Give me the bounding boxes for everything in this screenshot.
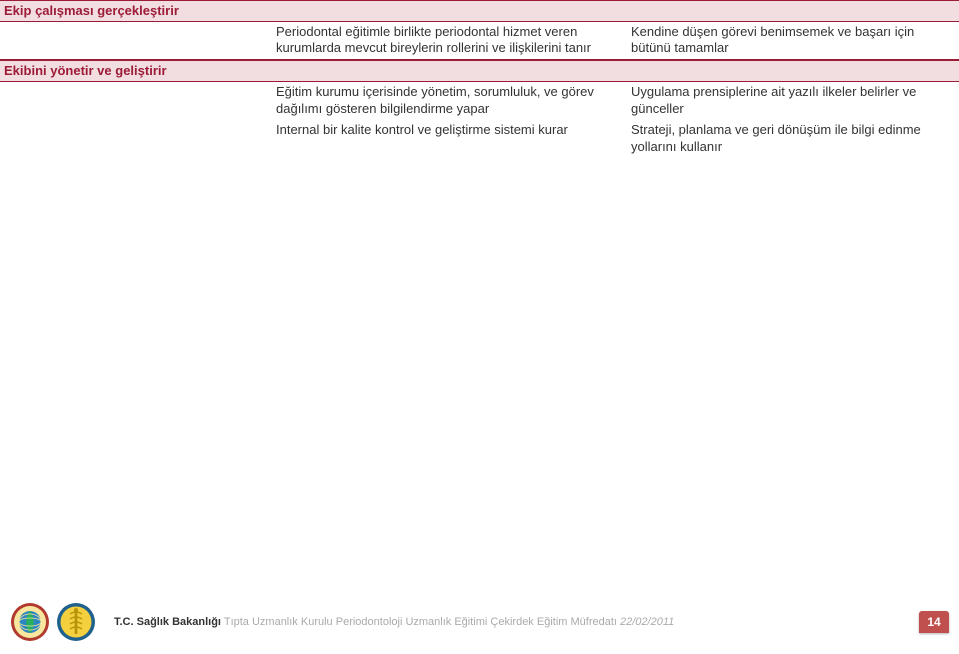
page-number-badge: 14: [919, 611, 949, 633]
footer-text: T.C. Sağlık Bakanlığı Tıpta Uzmanlık Kur…: [114, 616, 674, 628]
ministry-health-logo-icon: [10, 602, 50, 642]
section-header-manage-team: Ekibini yönetir ve geliştirir: [0, 60, 959, 82]
cell-text: Kendine düşen görevi benimsemek ve başar…: [627, 22, 959, 60]
cell-text: Periodontal eğitimle birlikte periodonta…: [272, 22, 627, 60]
cell-text: Uygulama prensiplerine ait yazılı ilkele…: [627, 82, 959, 120]
footer-org: T.C. Sağlık Bakanlığı: [114, 616, 221, 628]
table-row: Periodontal eğitimle birlikte periodonta…: [0, 22, 959, 60]
footer-council: Tıpta Uzmanlık Kurulu: [224, 616, 333, 628]
cell-empty: [0, 82, 272, 120]
cell-text: Internal bir kalite kontrol ve geliştirm…: [272, 120, 627, 158]
cell-empty: [0, 120, 272, 158]
page-footer: T.C. Sağlık Bakanlığı Tıpta Uzmanlık Kur…: [0, 600, 959, 644]
footer-date: 22/02/2011: [620, 616, 674, 628]
cell-empty: [0, 22, 272, 60]
section-header-teamwork: Ekip çalışması gerçekleştirir: [0, 0, 959, 22]
cell-text: Strateji, planlama ve geri dönüşüm ile b…: [627, 120, 959, 158]
table-row: Eğitim kurumu içerisinde yönetim, soruml…: [0, 82, 959, 120]
cell-text: Eğitim kurumu içerisinde yönetim, soruml…: [272, 82, 627, 120]
table-row: Internal bir kalite kontrol ve geliştirm…: [0, 120, 959, 158]
footer-logos: [10, 602, 96, 642]
section2-table: Eğitim kurumu içerisinde yönetim, soruml…: [0, 82, 959, 158]
section1-table: Periodontal eğitimle birlikte periodonta…: [0, 22, 959, 61]
specialty-board-logo-icon: [56, 602, 96, 642]
footer-program: Periodontoloji Uzmanlık Eğitimi Çekirdek…: [336, 616, 617, 628]
